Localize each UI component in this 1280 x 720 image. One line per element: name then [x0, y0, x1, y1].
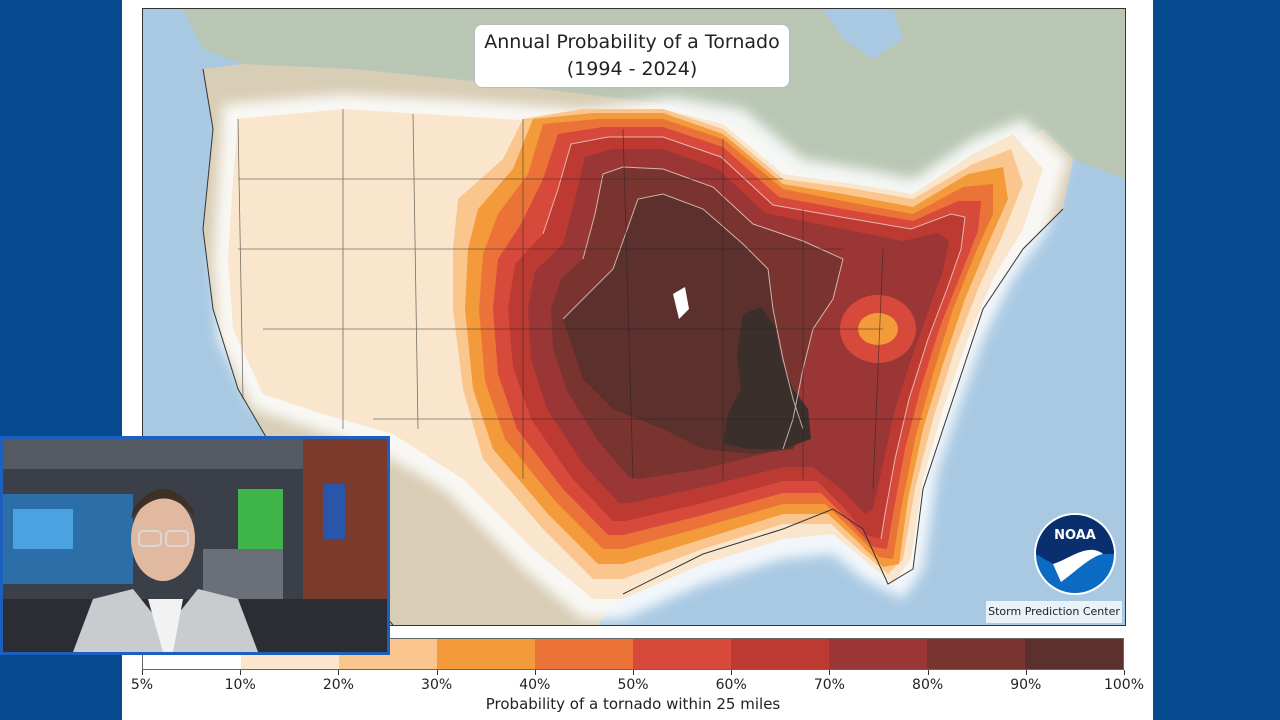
colorbar-tick-mark: [1124, 670, 1125, 675]
colorbar-segment: [731, 639, 829, 669]
colorbar-tick-label: 100%: [1103, 677, 1145, 693]
colorbar-tick-mark: [436, 670, 438, 675]
colorbar-tick-mark: [927, 670, 929, 675]
colorbar-tick-mark: [1025, 670, 1027, 675]
noaa-logo: NOAA: [1033, 512, 1117, 600]
colorbar-segment: [437, 639, 535, 669]
colorbar-tick-label: 80%: [912, 677, 944, 693]
map-title-line2: (1994 - 2024): [566, 58, 698, 80]
tornado-probability-map: [142, 8, 1126, 626]
colorbar-label: Probability of a tornado within 25 miles: [485, 695, 781, 713]
colorbar-tick-label: 20%: [322, 677, 354, 693]
colorbar-tick-label: 10%: [224, 677, 256, 693]
colorbar-tick-mark: [731, 670, 733, 675]
map-title-box: Annual Probability of a Tornado (1994 - …: [474, 24, 790, 88]
colorbar-tick-mark: [534, 670, 536, 675]
colorbar-tick-mark: [338, 670, 340, 675]
colorbar-tick-label: 5%: [130, 677, 154, 693]
colorbar-tick-label: 90%: [1010, 677, 1042, 693]
colorbar-segment: [633, 639, 731, 669]
colorbar-segment: [535, 639, 633, 669]
colorbar-tick-label: 40%: [519, 677, 551, 693]
colorbar-tick-mark: [240, 670, 242, 675]
noaa-logo-text: NOAA: [1054, 528, 1096, 543]
storm-prediction-center-credit: Storm Prediction Center: [986, 601, 1122, 623]
colorbar-segment: [829, 639, 927, 669]
colorbar-tick-mark: [829, 670, 831, 675]
colorbar-tick-mark: [142, 670, 143, 675]
colorbar-tick-label: 70%: [813, 677, 845, 693]
colorbar-tick-mark: [633, 670, 634, 675]
colorbar-segment: [1025, 639, 1123, 669]
colorbar-tick-label: 60%: [715, 677, 747, 693]
colorbar-tick-label: 30%: [421, 677, 453, 693]
colorbar-tick-label: 50%: [617, 677, 649, 693]
map-title-line1: Annual Probability of a Tornado: [484, 31, 780, 53]
right-blue-panel: [1153, 0, 1280, 720]
presenter-video-inset: [0, 436, 390, 655]
colorbar-segment: [927, 639, 1025, 669]
